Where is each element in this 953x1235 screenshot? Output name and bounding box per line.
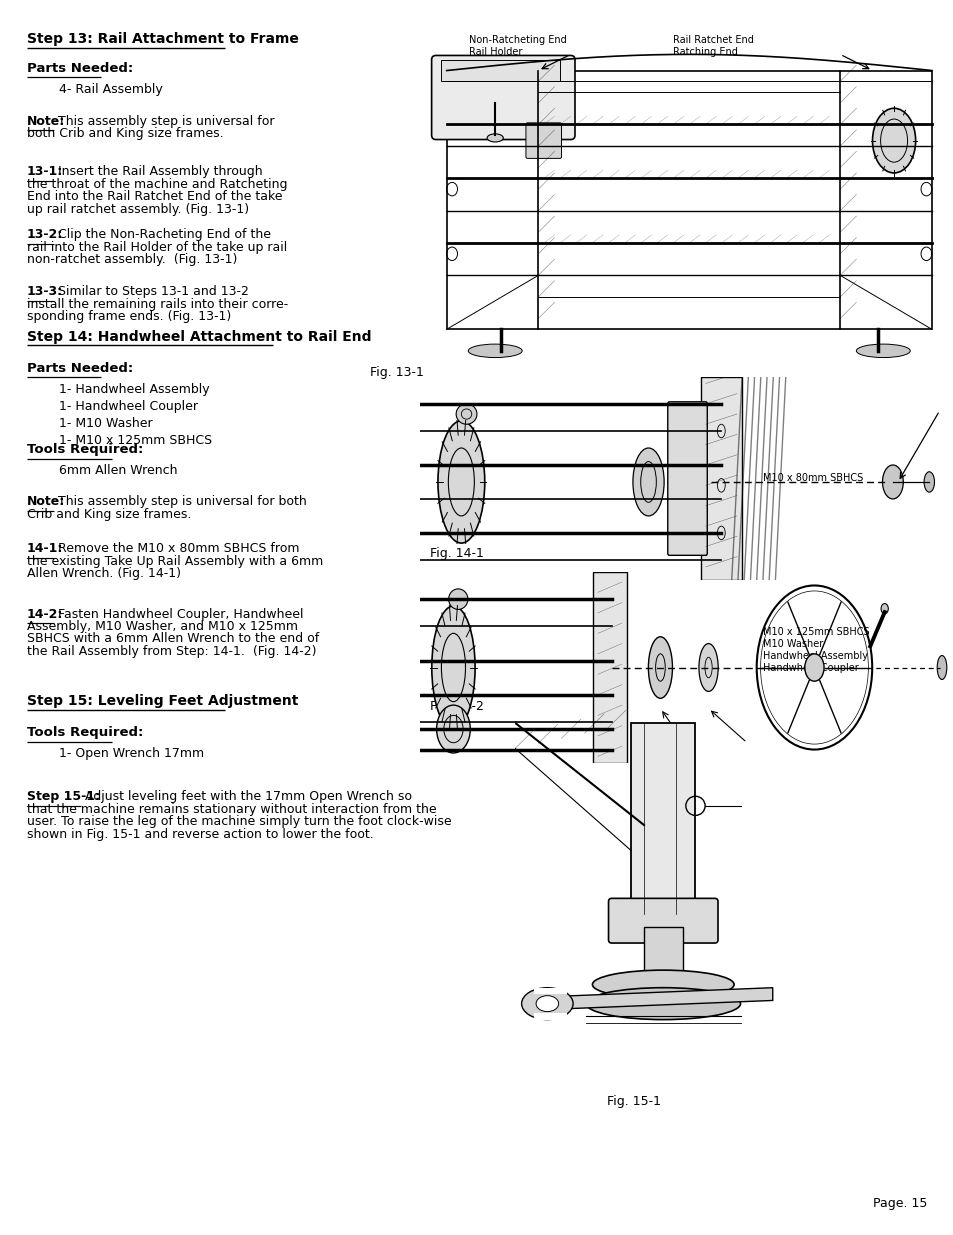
Bar bbox=[593, 572, 626, 763]
Text: Tools Required:: Tools Required: bbox=[27, 726, 143, 740]
Bar bbox=[446, 70, 931, 330]
Text: 14-2:: 14-2: bbox=[27, 608, 63, 621]
FancyBboxPatch shape bbox=[667, 401, 706, 556]
Text: non-ratchet assembly.  (Fig. 13-1): non-ratchet assembly. (Fig. 13-1) bbox=[27, 253, 237, 267]
Text: Assembly, M10 Washer, and M10 x 125mm: Assembly, M10 Washer, and M10 x 125mm bbox=[27, 620, 297, 634]
Ellipse shape bbox=[592, 971, 733, 999]
Text: 6mm Allen Wrench: 6mm Allen Wrench bbox=[27, 464, 177, 478]
Bar bbox=[700, 377, 741, 580]
Text: Parts Needed:: Parts Needed: bbox=[27, 362, 132, 375]
Ellipse shape bbox=[536, 995, 558, 1011]
Text: that the machine remains stationary without interaction from the: that the machine remains stationary with… bbox=[27, 803, 436, 816]
Ellipse shape bbox=[923, 472, 934, 492]
Ellipse shape bbox=[521, 988, 573, 1020]
Text: Parts Needed:: Parts Needed: bbox=[27, 62, 132, 75]
FancyBboxPatch shape bbox=[525, 122, 561, 158]
Bar bbox=[631, 722, 695, 914]
Text: M10 x 80mm SBHCS: M10 x 80mm SBHCS bbox=[762, 473, 862, 483]
Ellipse shape bbox=[856, 345, 909, 358]
Text: Crib and King size frames.: Crib and King size frames. bbox=[27, 508, 191, 521]
FancyBboxPatch shape bbox=[608, 898, 718, 944]
Text: user. To raise the leg of the machine simply turn the foot clock-wise: user. To raise the leg of the machine si… bbox=[27, 815, 451, 829]
Text: Step 14: Handwheel Attachment to Rail End: Step 14: Handwheel Attachment to Rail En… bbox=[27, 330, 371, 343]
Text: Page. 15: Page. 15 bbox=[872, 1197, 926, 1210]
Text: This assembly step is universal for both: This assembly step is universal for both bbox=[53, 495, 306, 509]
Text: Similar to Steps 13-1 and 13-2: Similar to Steps 13-1 and 13-2 bbox=[53, 285, 249, 299]
FancyBboxPatch shape bbox=[431, 56, 575, 140]
Text: SBHCS with a 6mm Allen Wrench to the end of: SBHCS with a 6mm Allen Wrench to the end… bbox=[27, 632, 318, 646]
Ellipse shape bbox=[804, 653, 823, 682]
Text: install the remaining rails into their corre-: install the remaining rails into their c… bbox=[27, 298, 288, 311]
Text: the existing Take Up Rail Assembly with a 6mm: the existing Take Up Rail Assembly with … bbox=[27, 555, 323, 568]
Text: 14-1:: 14-1: bbox=[27, 542, 63, 556]
Ellipse shape bbox=[699, 643, 718, 692]
Text: Step 15: Leveling Feet Adjustment: Step 15: Leveling Feet Adjustment bbox=[27, 694, 297, 708]
Text: 13-1:: 13-1: bbox=[27, 165, 63, 179]
Text: Fig. 14-2: Fig. 14-2 bbox=[430, 700, 483, 714]
Text: the Rail Assembly from Step: 14-1.  (Fig. 14-2): the Rail Assembly from Step: 14-1. (Fig.… bbox=[27, 645, 315, 658]
Text: End into the Rail Ratchet End of the take: End into the Rail Ratchet End of the tak… bbox=[27, 190, 282, 204]
Text: 13-3:: 13-3: bbox=[27, 285, 63, 299]
Text: This assembly step is universal for: This assembly step is universal for bbox=[53, 115, 274, 128]
Polygon shape bbox=[534, 988, 772, 1010]
Ellipse shape bbox=[468, 345, 521, 358]
Text: Rail Ratchet End
Ratching End: Rail Ratchet End Ratching End bbox=[672, 35, 753, 57]
Text: 1- Open Wrench 17mm: 1- Open Wrench 17mm bbox=[27, 747, 204, 761]
Ellipse shape bbox=[881, 604, 887, 614]
Bar bbox=[441, 59, 559, 82]
Text: M10 x 125mm SBHCS
M10 Washer
Handwheel Assembly
Handwheel Coupler: M10 x 125mm SBHCS M10 Washer Handwheel A… bbox=[762, 627, 869, 673]
Text: the throat of the machine and Ratcheting: the throat of the machine and Ratcheting bbox=[27, 178, 287, 191]
Text: Insert the Rail Assembly through: Insert the Rail Assembly through bbox=[53, 165, 262, 179]
Text: Step 15-1:: Step 15-1: bbox=[27, 790, 100, 804]
Ellipse shape bbox=[432, 606, 475, 729]
Ellipse shape bbox=[436, 705, 470, 753]
Ellipse shape bbox=[487, 133, 503, 142]
Text: Fig. 15-1: Fig. 15-1 bbox=[606, 1095, 660, 1109]
Ellipse shape bbox=[632, 448, 663, 516]
Text: Fig. 13-1: Fig. 13-1 bbox=[370, 366, 423, 379]
Bar bbox=[643, 927, 682, 984]
Text: Non-Ratcheting End
Rail Holder: Non-Ratcheting End Rail Holder bbox=[469, 35, 566, 57]
Ellipse shape bbox=[936, 656, 945, 679]
Ellipse shape bbox=[648, 637, 672, 698]
Text: Allen Wrench. (Fig. 14-1): Allen Wrench. (Fig. 14-1) bbox=[27, 567, 180, 580]
Ellipse shape bbox=[437, 421, 484, 543]
Text: Adjust leveling feet with the 17mm Open Wrench so: Adjust leveling feet with the 17mm Open … bbox=[81, 790, 412, 804]
Text: up rail ratchet assembly. (Fig. 13-1): up rail ratchet assembly. (Fig. 13-1) bbox=[27, 203, 249, 216]
Text: Tools Required:: Tools Required: bbox=[27, 443, 143, 457]
Text: both Crib and King size frames.: both Crib and King size frames. bbox=[27, 127, 223, 141]
Text: Step 13: Rail Attachment to Frame: Step 13: Rail Attachment to Frame bbox=[27, 32, 298, 46]
Text: Fig. 14-1: Fig. 14-1 bbox=[430, 547, 483, 561]
Text: Note:: Note: bbox=[27, 115, 65, 128]
Bar bbox=[534, 1013, 566, 1020]
Text: 4- Rail Assembly: 4- Rail Assembly bbox=[27, 83, 162, 96]
Text: 1- Handwheel Assembly
        1- Handwheel Coupler
        1- M10 Washer
       : 1- Handwheel Assembly 1- Handwheel Coupl… bbox=[27, 383, 212, 447]
Text: Note:: Note: bbox=[27, 495, 65, 509]
Text: Fasten Handwheel Coupler, Handwheel: Fasten Handwheel Coupler, Handwheel bbox=[53, 608, 303, 621]
Bar bbox=[534, 988, 566, 994]
Text: Clip the Non-Racheting End of the: Clip the Non-Racheting End of the bbox=[53, 228, 271, 242]
Ellipse shape bbox=[585, 988, 740, 1020]
Text: 13-2:: 13-2: bbox=[27, 228, 63, 242]
Ellipse shape bbox=[882, 464, 902, 499]
Text: sponding frame ends. (Fig. 13-1): sponding frame ends. (Fig. 13-1) bbox=[27, 310, 231, 324]
Text: Remove the M10 x 80mm SBHCS from: Remove the M10 x 80mm SBHCS from bbox=[53, 542, 299, 556]
Ellipse shape bbox=[872, 109, 915, 173]
Ellipse shape bbox=[456, 404, 476, 425]
Ellipse shape bbox=[448, 589, 467, 609]
Text: rail into the Rail Holder of the take up rail: rail into the Rail Holder of the take up… bbox=[27, 241, 287, 254]
Text: shown in Fig. 15-1 and reverse action to lower the foot.: shown in Fig. 15-1 and reverse action to… bbox=[27, 827, 373, 841]
